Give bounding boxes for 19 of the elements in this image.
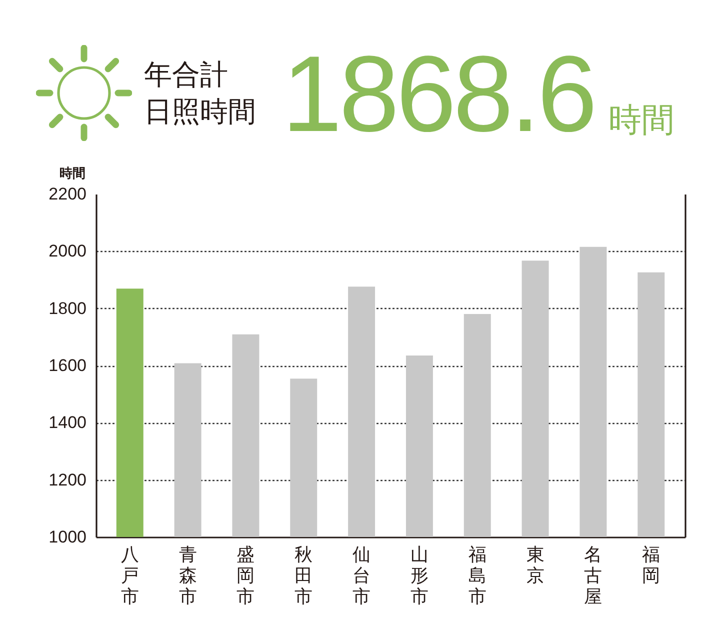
y-tick-label: 1800 — [48, 298, 86, 318]
x-tick-label: 仙台市 — [352, 544, 371, 608]
y-tick-label: 1400 — [48, 413, 86, 432]
x-tick-label: 青森市 — [178, 544, 197, 608]
y-axis-title: 時間 — [60, 166, 86, 182]
x-tick-label: 八戸市 — [120, 544, 139, 608]
x-tick-label: 名古屋 — [584, 544, 602, 608]
y-tick-label: 2200 — [48, 184, 86, 204]
x-tick-label: 秋田市 — [294, 544, 313, 608]
x-tick-label: 福島市 — [468, 544, 486, 608]
x-tick-label: 福岡 — [642, 544, 660, 586]
x-tick-label: 東京 — [526, 544, 544, 586]
chart-title: 年合計日照時間 — [144, 57, 256, 130]
y-tick-label: 1200 — [48, 470, 86, 490]
y-tick-label: 1000 — [48, 528, 86, 546]
x-tick-label: 山形市 — [410, 544, 428, 608]
y-tick-label: 2000 — [48, 242, 86, 261]
x-tick-label: 盛岡市 — [236, 544, 255, 608]
y-tick-label: 1600 — [48, 356, 86, 375]
